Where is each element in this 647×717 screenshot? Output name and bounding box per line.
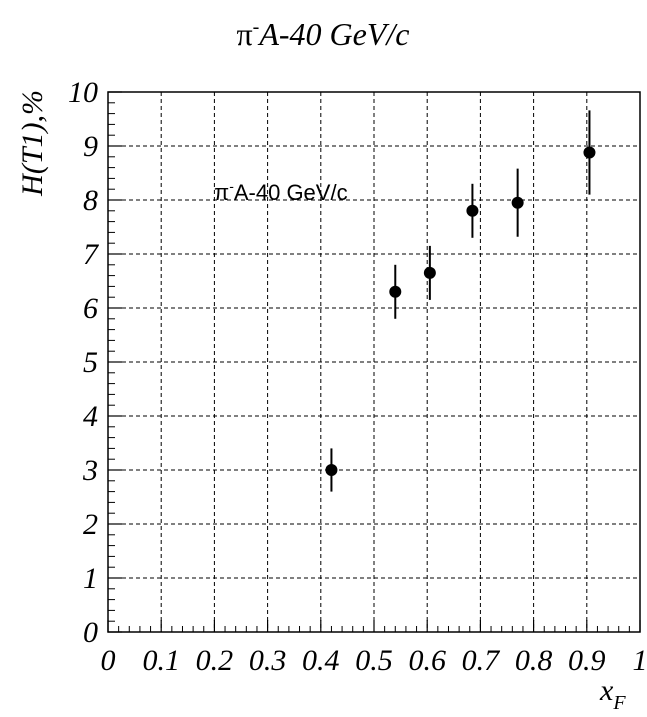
title-superscript: - — [253, 16, 260, 38]
plot-annotation: π-A-40 GeV/c — [214, 178, 348, 205]
title-main: A-40 GeV/c — [257, 16, 409, 52]
annotation-superscript: - — [229, 178, 234, 194]
data-point — [423, 266, 436, 279]
y-tick-label: 10 — [68, 76, 98, 109]
x-tick-label: 0.1 — [142, 644, 180, 677]
y-tick-label: 4 — [83, 400, 98, 433]
data-points — [325, 110, 596, 492]
x-tick-label: 0.3 — [249, 644, 287, 677]
y-tick-label: 8 — [83, 184, 98, 217]
grid-lines — [108, 92, 640, 632]
data-point — [511, 196, 524, 209]
y-tick-labels: 0 1 2 3 4 5 6 7 8 9 10 — [68, 76, 100, 649]
x-axis-label-subscript: F — [612, 692, 626, 714]
x-tick-label: 0.6 — [408, 644, 446, 677]
x-axis-label: xF — [599, 674, 626, 714]
x-tick-label: 0.5 — [355, 644, 393, 677]
x-tick-label: 1 — [633, 644, 647, 677]
x-axis-label-main: x — [599, 674, 614, 707]
y-tick-label: 2 — [83, 508, 98, 541]
data-point — [389, 285, 402, 298]
data-point — [325, 464, 338, 476]
y-tick-label: 9 — [83, 130, 98, 163]
x-tick-label: 0 — [101, 644, 116, 677]
data-point — [583, 146, 596, 159]
chart-title: π-A-40 GeV/c — [237, 16, 410, 52]
y-tick-label: 1 — [83, 562, 98, 595]
plot-frame — [107, 91, 641, 633]
y-tick-label: 5 — [83, 346, 98, 379]
y-axis-label: H(T1),% — [16, 90, 49, 197]
x-tick-label: 0.8 — [515, 644, 553, 677]
x-tick-label: 0.9 — [568, 644, 606, 677]
x-tick-labels: 0 0.1 0.2 0.3 0.4 0.5 0.6 0.7 0.8 0.9 1 — [101, 644, 647, 677]
y-tick-label: 7 — [83, 238, 100, 271]
annotation-main: A-40 GeV/c — [234, 180, 348, 205]
x-tick-label: 0.4 — [302, 644, 340, 677]
title-particle: π — [237, 16, 253, 52]
y-tick-label: 3 — [82, 454, 98, 487]
x-tick-label: 0.7 — [462, 644, 502, 677]
annotation-particle: π — [214, 180, 229, 205]
data-point — [466, 204, 479, 217]
y-tick-label: 0 — [83, 616, 98, 649]
x-tick-label: 0.2 — [196, 644, 234, 677]
y-tick-label: 6 — [83, 292, 98, 325]
